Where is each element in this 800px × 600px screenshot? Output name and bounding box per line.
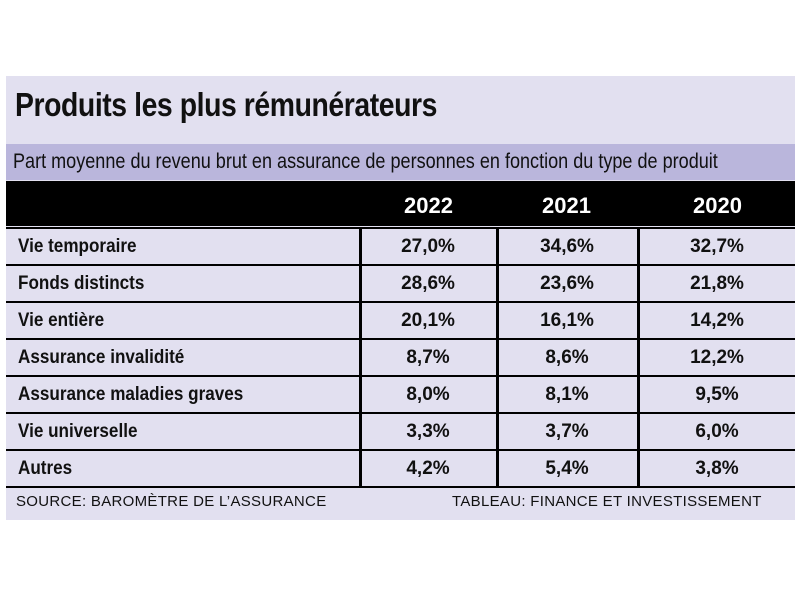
table-cell-value: 16,1% xyxy=(540,310,594,331)
row-divider xyxy=(6,264,795,266)
table-subtitle: Part moyenne du revenu brut en assurance… xyxy=(13,150,718,173)
table-cell-value: 12,2% xyxy=(690,347,744,368)
row-label: Vie universelle xyxy=(18,421,138,442)
row-label: Assurance maladies graves xyxy=(18,384,244,405)
column-header-2021: 2021 xyxy=(499,186,634,226)
table-cell-value: 3,8% xyxy=(695,458,739,479)
table-title: Produits les plus rémunérateurs xyxy=(15,86,437,123)
row-divider xyxy=(6,412,795,414)
column-divider xyxy=(637,228,640,487)
row-divider xyxy=(6,301,795,303)
row-label: Fonds distincts xyxy=(18,273,145,294)
row-divider xyxy=(6,227,795,229)
column-header-2020: 2020 xyxy=(640,186,795,226)
table-cell-value: 5,4% xyxy=(545,458,589,479)
row-divider xyxy=(6,486,795,488)
table-cell-value: 28,6% xyxy=(401,273,455,294)
row-divider xyxy=(6,338,795,340)
table-cell-value: 8,7% xyxy=(406,347,450,368)
row-divider xyxy=(6,375,795,377)
table-cell-value: 14,2% xyxy=(690,310,744,331)
table-cell-value: 20,1% xyxy=(401,310,455,331)
table-cell-value: 8,1% xyxy=(545,384,589,405)
table-cell-value: 3,3% xyxy=(406,421,450,442)
table-cell-value: 32,7% xyxy=(690,236,744,257)
row-label: Vie temporaire xyxy=(18,236,137,257)
source-note: SOURCE: BAROMÈTRE DE L’ASSURANCE xyxy=(16,493,327,510)
row-label: Vie entière xyxy=(18,310,105,331)
row-label: Assurance invalidité xyxy=(18,347,185,368)
table-cell-value: 9,5% xyxy=(695,384,739,405)
table-cell-value: 21,8% xyxy=(690,273,744,294)
row-label: Autres xyxy=(18,458,73,479)
subtitle-band xyxy=(6,144,795,180)
table-cell-value: 4,2% xyxy=(406,458,450,479)
table-cell-value: 8,0% xyxy=(406,384,450,405)
table-cell-value: 23,6% xyxy=(540,273,594,294)
table-cell-value: 27,0% xyxy=(401,236,455,257)
column-divider xyxy=(496,228,499,487)
table-cell-value: 34,6% xyxy=(540,236,594,257)
column-header-2022: 2022 xyxy=(362,186,495,226)
table-cell-value: 6,0% xyxy=(695,421,739,442)
credit-note: TABLEAU: FINANCE ET INVESTISSEMENT xyxy=(452,493,762,510)
table-cell-value: 8,6% xyxy=(545,347,589,368)
table-cell-value: 3,7% xyxy=(545,421,589,442)
row-divider xyxy=(6,449,795,451)
column-divider xyxy=(359,228,362,487)
